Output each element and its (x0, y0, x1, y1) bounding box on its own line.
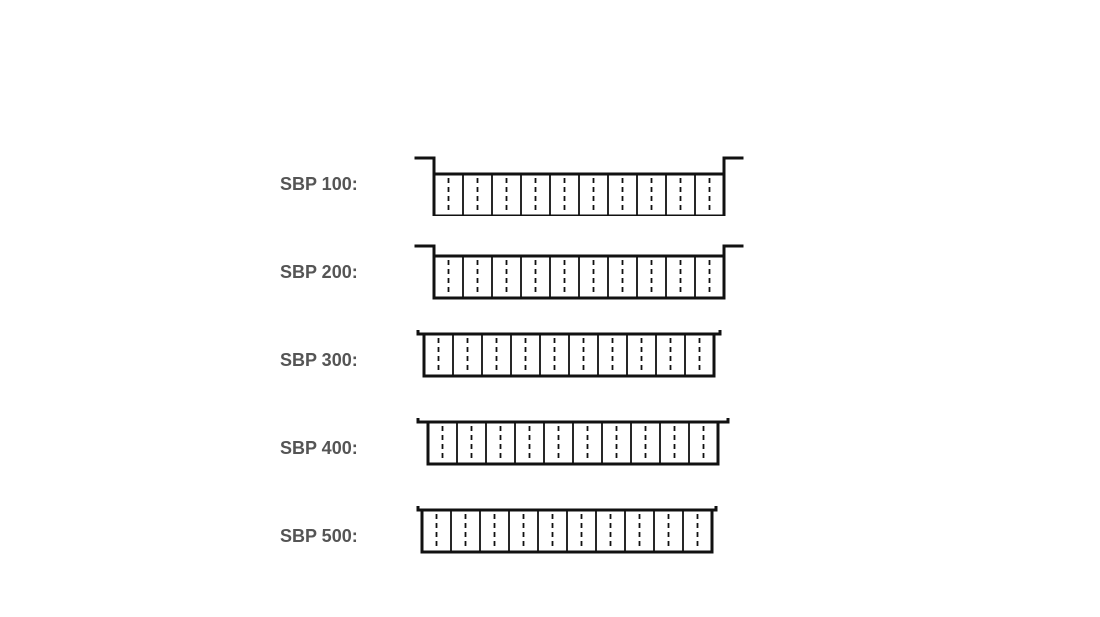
profile-label: SBP 400: (280, 438, 400, 459)
profile-drawing (414, 242, 754, 302)
profile-label: SBP 100: (280, 174, 400, 195)
profile-sbp200 (414, 242, 754, 304)
profile-diagram: SBP 100: SBP 200: SBP 300: SBP 400: SBP … (280, 160, 754, 600)
profile-row: SBP 400: (280, 424, 754, 472)
profile-drawing (414, 154, 754, 214)
profile-label: SBP 200: (280, 262, 400, 283)
profile-sbp300 (414, 330, 754, 392)
profile-drawing (414, 506, 754, 566)
profile-row: SBP 100: (280, 160, 754, 208)
profile-sbp400 (414, 418, 754, 480)
profile-row: SBP 300: (280, 336, 754, 384)
profile-drawing (414, 418, 754, 478)
profile-label: SBP 500: (280, 526, 400, 547)
profile-label: SBP 300: (280, 350, 400, 371)
profile-sbp100 (414, 154, 754, 216)
profile-sbp500 (414, 506, 754, 568)
profile-row: SBP 200: (280, 248, 754, 296)
profile-row: SBP 500: (280, 512, 754, 560)
profile-drawing (414, 330, 754, 390)
